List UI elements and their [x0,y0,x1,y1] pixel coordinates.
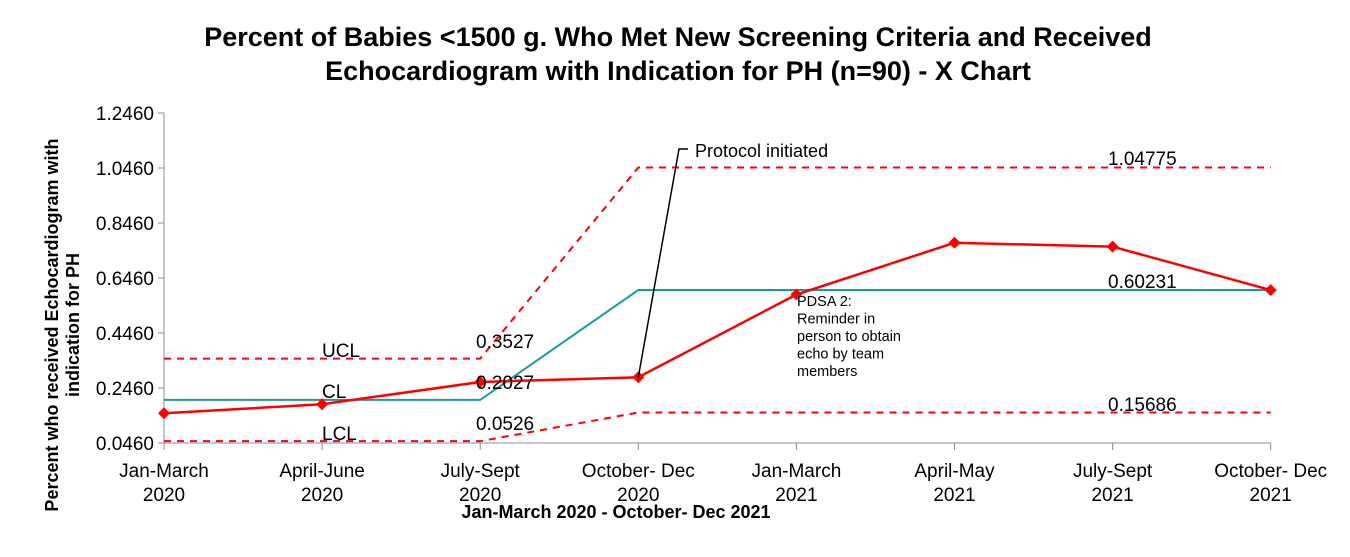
x-tick-label: April-May [914,461,995,482]
ucl-line [164,166,1271,360]
x-tick-label: Jan-March [752,461,842,482]
lcl-value-label-after: 0.15686 [1108,395,1177,416]
x-tick-label: October- Dec [1214,461,1327,482]
protocol-annotation: Protocol initiated [695,141,828,161]
data-point-marker [948,236,961,249]
chart-title-line-1: Percent of Babies <1500 g. Who Met New S… [204,22,1152,52]
data-point-marker [1264,284,1277,297]
x-tick-label: Jan-March [119,461,209,482]
ucl-value-label-before: 0.3527 [476,332,534,353]
y-tick-label: 0.2460 [96,379,154,400]
pdsa-annotation-line: person to obtain [797,329,901,345]
x-tick-label: 2020 [617,485,659,506]
pdsa-annotation-line: Reminder in [797,312,875,328]
cl-label: CL [322,382,346,403]
pdsa-annotation-line: members [797,364,857,380]
y-tick-label: 1.0460 [96,159,154,180]
pdsa-annotation-line: echo by team [797,347,884,363]
x-tick-label: 2020 [301,485,343,506]
y-tick-label: 0.4460 [96,324,154,345]
protocol-callout-line [637,148,688,378]
y-tick-label: 1.2460 [96,104,154,125]
lcl-label: LCL [322,424,357,445]
y-tick-label: 0.8460 [96,214,154,235]
observed-line [163,241,1272,415]
chart-title-line-2: Echocardiogram with Indication for PH (n… [325,56,1031,86]
x-tick-label: 2021 [775,485,817,506]
data-point-marker [158,407,170,420]
x-tick-label: 2020 [143,485,185,506]
chart-title: Percent of Babies <1500 g. Who Met New S… [0,20,1350,88]
pdsa-annotation-line: PDSA 2: [797,294,852,310]
x-tick-label: 2021 [1250,485,1292,506]
x-tick-label: 2021 [933,485,975,506]
x-tick-label: April-June [279,461,365,482]
x-tick-label: July-Sept [1073,461,1153,482]
lcl-line [164,411,1271,443]
x-tick-label: October- Dec [582,461,695,482]
x-axis-label: Jan-March 2020 - October- Dec 2021 [461,502,771,522]
cl-value-label-before: 0.2027 [476,373,534,394]
cl-value-label-after: 0.60231 [1108,272,1177,293]
x-tick-label: 2020 [459,485,501,506]
lcl-value-label-before: 0.0526 [476,414,534,435]
x-tick-label: 2021 [1091,485,1133,506]
ucl-label: UCL [322,341,360,362]
x-tick-label: July-Sept [441,461,521,482]
data-point-marker [1106,240,1119,253]
ucl-value-label-after: 1.04775 [1108,149,1177,170]
y-tick-label: 0.0460 [96,434,154,455]
data-point-marker [316,398,329,411]
data-point-marker [790,288,803,301]
y-tick-label: 0.6460 [96,269,154,290]
data-point-marker [474,375,487,388]
